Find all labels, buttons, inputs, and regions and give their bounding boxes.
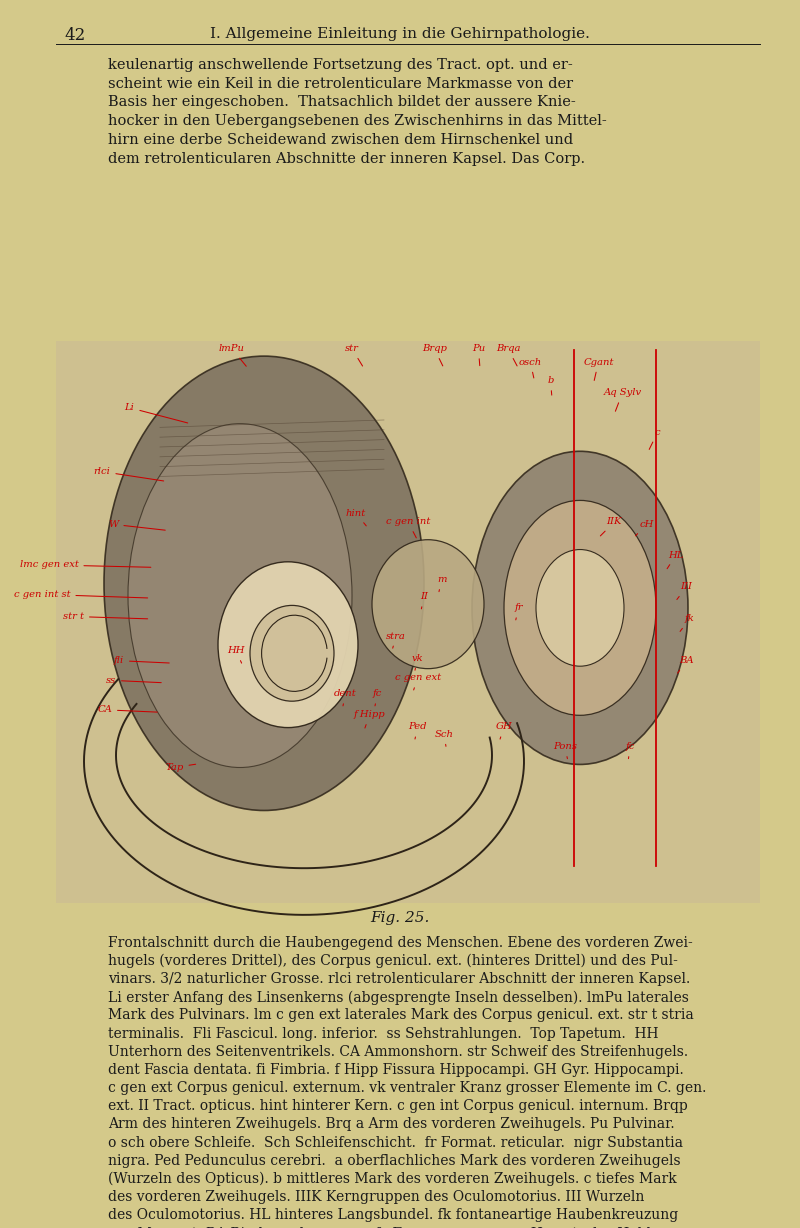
Text: keulenartig anschwellende Fortsetzung des Tract. opt. und er-: keulenartig anschwellende Fortsetzung de… (108, 58, 573, 71)
Text: Basis her eingeschoben.  Thatsachlich bildet der aussere Knie-: Basis her eingeschoben. Thatsachlich bil… (108, 96, 576, 109)
Text: Aq Sylv: Aq Sylv (603, 388, 642, 411)
Ellipse shape (472, 451, 688, 764)
Text: lmPu: lmPu (219, 344, 246, 366)
Text: CA: CA (97, 705, 158, 715)
Text: fli: fli (114, 656, 170, 666)
Text: nigra. Ped Pedunculus cerebri.  a oberflachliches Mark des vorderen Zweihugels: nigra. Ped Pedunculus cerebri. a oberfla… (108, 1154, 681, 1168)
Text: terminalis.  Fli Fascicul. long. inferior.  ss Sehstrahlungen.  Top Tapetum.  HH: terminalis. Fli Fascicul. long. inferior… (108, 1027, 658, 1040)
Text: hint: hint (346, 508, 366, 526)
Text: I. Allgemeine Einleitung in die Gehirnpathologie.: I. Allgemeine Einleitung in die Gehirnpa… (210, 27, 590, 41)
Text: dent: dent (334, 689, 357, 706)
Text: o sch obere Schleife.  Sch Schleifenschicht.  fr Format. reticular.  nigr Substa: o sch obere Schleife. Sch Schleifenschic… (108, 1136, 683, 1149)
Text: hirn eine derbe Scheidewand zwischen dem Hirnschenkel und: hirn eine derbe Scheidewand zwischen dem… (108, 133, 573, 147)
Text: scheint wie ein Keil in die retrolenticulare Markmasse von der: scheint wie ein Keil in die retrolenticu… (108, 76, 573, 91)
Text: c gen ext Corpus genicul. externum. vk ventraler Kranz grosser Elemente im C. ge: c gen ext Corpus genicul. externum. vk v… (108, 1081, 706, 1095)
Ellipse shape (536, 549, 624, 666)
Text: Ped: Ped (408, 722, 427, 739)
Text: b: b (547, 376, 554, 395)
Text: str: str (345, 344, 362, 366)
Ellipse shape (218, 562, 358, 727)
Text: Frontalschnitt durch die Haubengegend des Menschen. Ebene des vorderen Zwei-: Frontalschnitt durch die Haubengegend de… (108, 936, 693, 949)
Text: hugels (vorderes Drittel), des Corpus genicul. ext. (hinteres Drittel) und des P: hugels (vorderes Drittel), des Corpus ge… (108, 954, 678, 969)
Text: vk: vk (412, 653, 423, 670)
Text: dent Fascia dentata. fi Fimbria. f Hipp Fissura Hippocampi. GH Gyr. Hippocampi.: dent Fascia dentata. fi Fimbria. f Hipp … (108, 1063, 684, 1077)
Text: osch: osch (518, 357, 542, 378)
Text: fc: fc (373, 689, 382, 706)
Text: fk: fk (680, 614, 694, 631)
Text: Mark des Pulvinars. lm c gen ext laterales Mark des Corpus genicul. ext. str t s: Mark des Pulvinars. lm c gen ext lateral… (108, 1008, 694, 1023)
Text: 42: 42 (64, 27, 86, 44)
Text: Pu: Pu (472, 344, 485, 366)
Ellipse shape (128, 424, 352, 768)
Text: c gen int st: c gen int st (14, 589, 148, 599)
Text: Tap: Tap (166, 763, 196, 772)
Text: fr: fr (514, 603, 522, 620)
Ellipse shape (104, 356, 424, 810)
Text: vinars. 3/2 naturlicher Grosse. rlci retrolenticularer Abschnitt der inneren Kap: vinars. 3/2 naturlicher Grosse. rlci ret… (108, 973, 690, 986)
Text: Unterhorn des Seitenventrikels. CA Ammonshorn. str Schweif des Streifenhugels.: Unterhorn des Seitenventrikels. CA Ammon… (108, 1045, 688, 1059)
Text: c: c (650, 427, 661, 449)
Text: (Wurzeln des Opticus). b mittleres Mark des vorderen Zweihugels. c tiefes Mark: (Wurzeln des Opticus). b mittleres Mark … (108, 1172, 677, 1186)
Text: IIK: IIK (600, 517, 622, 535)
Text: BA: BA (678, 656, 694, 673)
Ellipse shape (504, 501, 656, 715)
Text: Sch: Sch (434, 729, 454, 747)
Text: str t: str t (63, 612, 148, 621)
Ellipse shape (372, 540, 484, 668)
Ellipse shape (250, 605, 334, 701)
Text: Li erster Anfang des Linsenkerns (abgesprengte Inseln desselben). lmPu laterales: Li erster Anfang des Linsenkerns (abgesp… (108, 990, 689, 1005)
Text: dem retrolenticularen Abschnitte der inneren Kapsel. Das Corp.: dem retrolenticularen Abschnitte der inn… (108, 152, 585, 166)
Text: Li: Li (125, 403, 188, 422)
Text: cH: cH (635, 519, 654, 535)
Text: hocker in den Uebergangsebenen des Zwischenhirns in das Mittel-: hocker in den Uebergangsebenen des Zwisc… (108, 114, 606, 128)
Text: f Hipp: f Hipp (354, 710, 386, 728)
Text: HL: HL (667, 550, 684, 569)
Text: Arm des hinteren Zweihugels. Brq a Arm des vorderen Zweihugels. Pu Pulvinar.: Arm des hinteren Zweihugels. Brq a Arm d… (108, 1117, 674, 1131)
Text: m: m (437, 575, 446, 592)
Text: Cgant: Cgant (583, 357, 614, 381)
Text: Brqp: Brqp (422, 344, 447, 366)
Text: des Oculomotorius. HL hinteres Langsbundel. fk fontaneartige Haubenkreuzung: des Oculomotorius. HL hinteres Langsbund… (108, 1208, 678, 1222)
Text: Fig. 25.: Fig. 25. (370, 911, 430, 925)
Text: W: W (108, 519, 166, 530)
Text: c gen int: c gen int (386, 517, 430, 538)
Text: stra: stra (386, 631, 406, 648)
Text: fc: fc (626, 742, 635, 759)
Bar (56, 341, 760, 903)
Text: des vorderen Zweihugels. IIIK Kerngruppen des Oculomotorius. III Wurzeln: des vorderen Zweihugels. IIIK Kerngruppe… (108, 1190, 644, 1205)
Text: III: III (677, 582, 692, 599)
Text: GH: GH (496, 722, 512, 739)
Text: c gen ext: c gen ext (394, 673, 441, 690)
Text: ext. II Tract. opticus. hint hinterer Kern. c gen int Corpus genicul. internum. : ext. II Tract. opticus. hint hinterer Ke… (108, 1099, 688, 1114)
Text: ss: ss (106, 675, 162, 685)
Text: Pons: Pons (553, 742, 577, 759)
Text: Brqa: Brqa (496, 344, 520, 366)
Text: lmc gen ext: lmc gen ext (19, 560, 151, 570)
Text: von Meynert. BA Bindearmkreuzung. fc Foramen coecum. cH centrales Hohlengrau.: von Meynert. BA Bindearmkreuzung. fc For… (108, 1227, 706, 1228)
Text: II: II (420, 592, 428, 609)
Text: rlci: rlci (94, 467, 164, 481)
Text: HH: HH (227, 646, 245, 663)
